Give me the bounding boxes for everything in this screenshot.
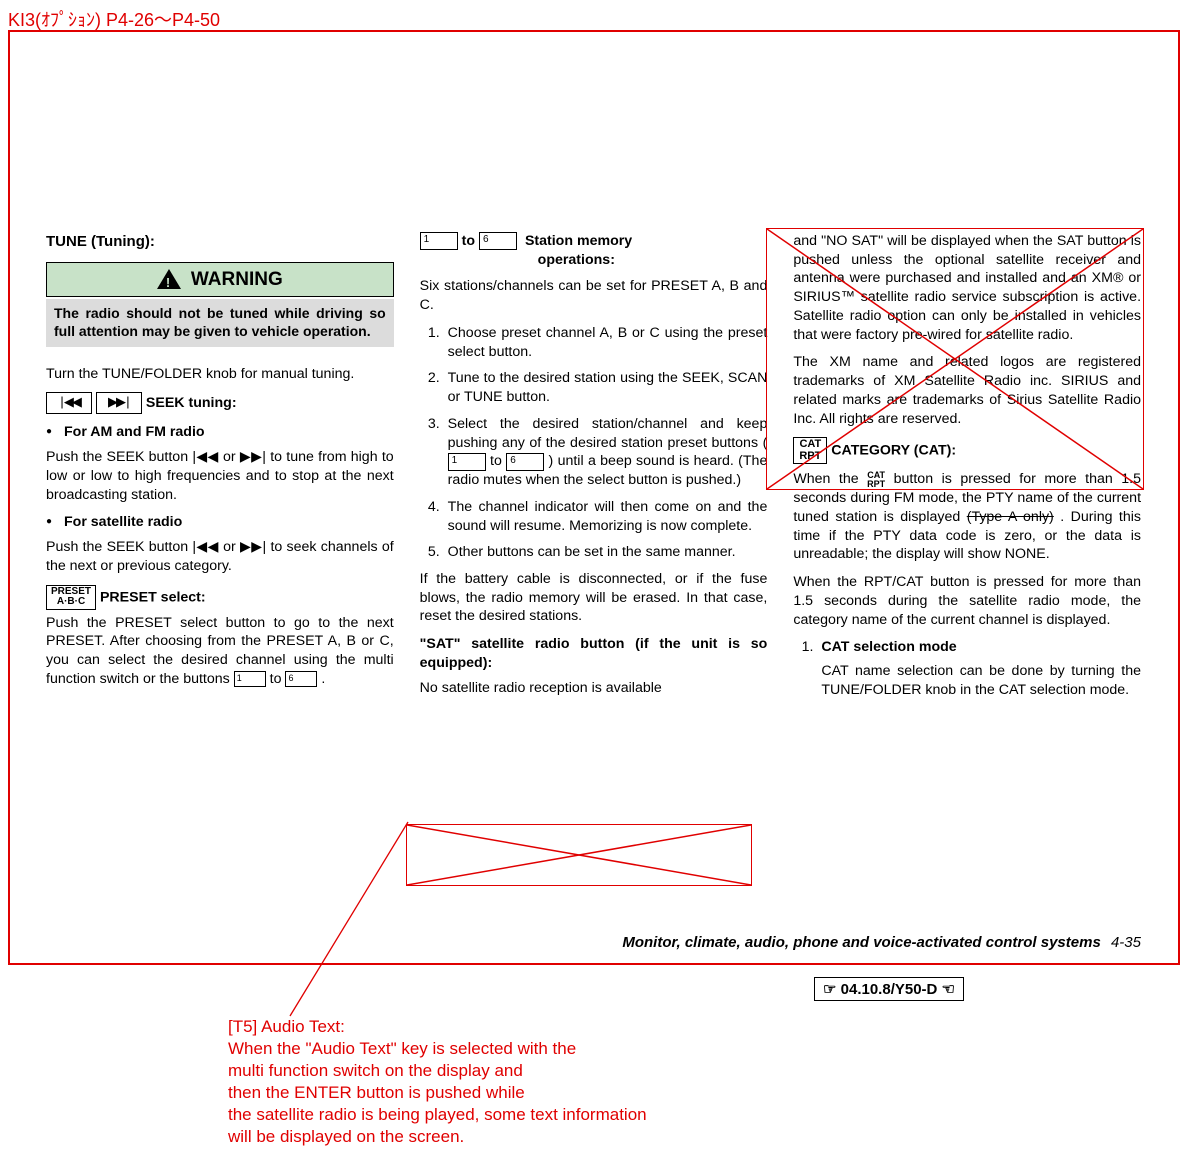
step3-b: to xyxy=(490,453,506,469)
preset-top: PRESET xyxy=(51,586,91,597)
anno-l2: When the "Audio Text" key is selected wi… xyxy=(228,1038,878,1060)
cat-step-1-body: CAT name selection can be done by turnin… xyxy=(821,662,1141,699)
memory-p1: Six stations/channels can be set for PRE… xyxy=(420,277,768,314)
column-1: TUNE (Tuning): WARNING The radio should … xyxy=(46,232,394,912)
step-5: Other buttons can be set in the same man… xyxy=(444,543,768,562)
memory-header: 1 to 6 Station memory operations: xyxy=(420,232,768,269)
sat-body: No satellite radio reception is availabl… xyxy=(420,679,768,698)
cat-top: CAT xyxy=(799,438,821,450)
step-1: Choose preset channel A, B or C using th… xyxy=(444,324,768,361)
preset-title: PRESET select: xyxy=(100,589,206,605)
annotation-text: [T5] Audio Text: When the "Audio Text" k… xyxy=(228,1016,878,1149)
revision-box: ☞ 04.10.8/Y50-D ☜ xyxy=(814,977,964,1001)
warning-header: WARNING xyxy=(46,262,394,297)
seek-p1: Push the SEEK button |◀◀ or ▶▶| to tune … xyxy=(46,448,394,504)
cat-p1-strike: (Type A only) xyxy=(967,509,1054,525)
warning-label: WARNING xyxy=(191,267,283,292)
preset-button-icon: PRESET A·B·C xyxy=(46,585,96,610)
cat-step-1: CAT selection mode CAT name selection ca… xyxy=(817,638,1141,699)
step-4: The channel indicator will then come on … xyxy=(444,498,768,535)
seek-p2: Push the SEEK button |◀◀ or ▶▶| to seek … xyxy=(46,538,394,575)
tune-p1: Turn the TUNE/FOLDER knob for manual tun… xyxy=(46,365,394,384)
content-columns: TUNE (Tuning): WARNING The radio should … xyxy=(46,232,1141,912)
anno-l4: then the ENTER button is pushed while xyxy=(228,1082,878,1104)
seek-prev-icon: |◀◀ xyxy=(46,392,92,414)
preset-p-a: Push the PRESET select button to go to t… xyxy=(46,615,394,687)
sat-title: "SAT" satellite radio button (if the uni… xyxy=(420,635,768,672)
sat-cont-p2: The XM name and related logos are regist… xyxy=(793,353,1141,428)
cat-header: CAT RPT CATEGORY (CAT): xyxy=(793,437,1141,464)
anno-l5: the satellite radio is being played, som… xyxy=(228,1104,878,1126)
memory-btn-1: 1 xyxy=(420,232,458,250)
memory-p2: If the battery cable is disconnected, or… xyxy=(420,570,768,626)
preset-line: PRESET A·B·C PRESET select: xyxy=(46,585,394,610)
cat-p1-a: When the xyxy=(793,471,867,487)
step-3: Select the desired station/channel and k… xyxy=(444,415,768,490)
cat-inline-bot: RPT xyxy=(867,479,885,489)
column-3: and "NO SAT" will be displayed when the … xyxy=(793,232,1141,912)
preset-p: Push the PRESET select button to go to t… xyxy=(46,614,394,689)
tune-heading: TUNE (Tuning): xyxy=(46,232,394,252)
num-button-1: 1 xyxy=(234,671,266,687)
seek-line: |◀◀ ▶▶| SEEK tuning: xyxy=(46,392,394,414)
step3-btn-6: 6 xyxy=(506,453,544,471)
step-2: Tune to the desired station using the SE… xyxy=(444,369,768,406)
bullet-sat: For satellite radio xyxy=(46,513,394,532)
cat-button-icon: CAT RPT xyxy=(793,437,827,464)
warning-body: The radio should not be tuned while driv… xyxy=(46,299,394,347)
anno-l3: multi function switch on the display and xyxy=(228,1060,878,1082)
cat-p2: When the RPT/CAT button is pressed for m… xyxy=(793,573,1141,629)
column-2: 1 to 6 Station memory operations: Six st… xyxy=(420,232,768,912)
memory-title1: Station memory xyxy=(525,233,632,249)
preset-p-c: . xyxy=(321,671,325,687)
preset-bot: A·B·C xyxy=(57,596,85,607)
seek-next-icon: ▶▶| xyxy=(96,392,142,414)
cat-step-1-title: CAT selection mode xyxy=(821,638,1141,657)
memory-btn-6: 6 xyxy=(479,232,517,250)
cat-steps: CAT selection mode CAT name selection ca… xyxy=(793,638,1141,699)
sat-cont-p1: and "NO SAT" will be displayed when the … xyxy=(793,232,1141,344)
anno-l1: [T5] Audio Text: xyxy=(228,1016,878,1038)
footer-page: 4-35 xyxy=(1111,934,1141,951)
page-header: KI3(ｵﾌﾟｼｮﾝ) P4-26〜P4-50 xyxy=(8,6,220,32)
cat-p1: When the CAT RPT button is pressed for m… xyxy=(793,470,1141,564)
cat-inline-icon: CAT RPT xyxy=(867,471,885,488)
bullet-amfm: For AM and FM radio xyxy=(46,423,394,442)
num-button-6: 6 xyxy=(285,671,317,687)
warning-triangle-icon xyxy=(157,269,181,289)
preset-p-b: to xyxy=(270,671,286,687)
anno-l6: will be displayed on the screen. xyxy=(228,1126,878,1148)
footer-title: Monitor, climate, audio, phone and voice… xyxy=(622,934,1100,951)
page-border: TUNE (Tuning): WARNING The radio should … xyxy=(8,30,1180,965)
memory-steps: Choose preset channel A, B or C using th… xyxy=(420,324,768,562)
step3-a: Select the desired station/channel and k… xyxy=(448,416,768,451)
memory-to: to xyxy=(462,233,475,249)
cat-bot: RPT xyxy=(799,450,821,462)
step3-btn-1: 1 xyxy=(448,453,486,471)
seek-label: SEEK tuning: xyxy=(146,395,237,411)
memory-title2: operations: xyxy=(538,252,615,268)
page-footer: Monitor, climate, audio, phone and voice… xyxy=(46,934,1141,951)
cat-title: CATEGORY (CAT): xyxy=(831,443,956,459)
